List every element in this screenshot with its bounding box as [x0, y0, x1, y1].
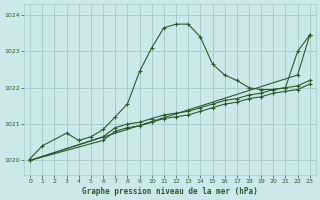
X-axis label: Graphe pression niveau de la mer (hPa): Graphe pression niveau de la mer (hPa) [82, 187, 258, 196]
